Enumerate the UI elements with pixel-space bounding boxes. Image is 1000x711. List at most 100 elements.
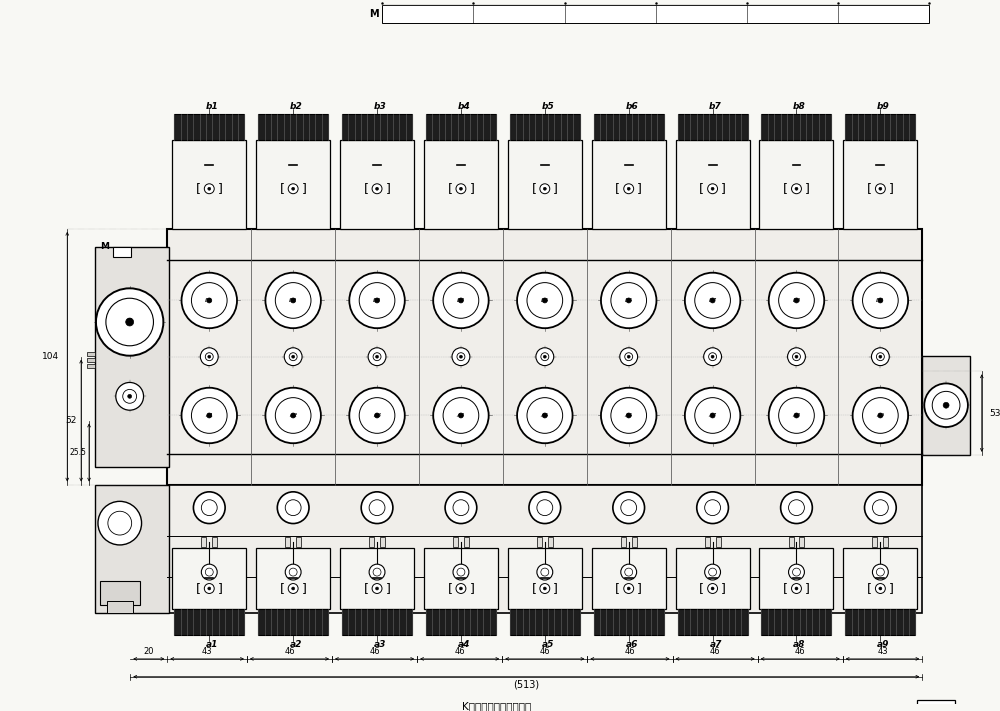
Text: ]: ] bbox=[889, 582, 894, 595]
Text: A4: A4 bbox=[457, 413, 465, 418]
Circle shape bbox=[789, 500, 804, 515]
Circle shape bbox=[361, 492, 393, 523]
Text: [: [ bbox=[615, 582, 620, 595]
Bar bbox=[382, 5, 929, 23]
Bar bbox=[845, 609, 915, 635]
Circle shape bbox=[613, 492, 645, 523]
Circle shape bbox=[208, 356, 211, 358]
Circle shape bbox=[709, 353, 717, 360]
Circle shape bbox=[265, 273, 321, 328]
Circle shape bbox=[182, 387, 237, 443]
Circle shape bbox=[349, 273, 405, 328]
Circle shape bbox=[695, 282, 730, 319]
Circle shape bbox=[875, 584, 885, 594]
Circle shape bbox=[459, 356, 462, 358]
Circle shape bbox=[794, 298, 799, 303]
Circle shape bbox=[126, 318, 134, 326]
Text: B6: B6 bbox=[625, 298, 633, 303]
Bar bbox=[256, 548, 330, 609]
Circle shape bbox=[543, 356, 546, 358]
Circle shape bbox=[853, 387, 908, 443]
Bar bbox=[845, 114, 915, 139]
Circle shape bbox=[368, 348, 386, 365]
Circle shape bbox=[517, 387, 573, 443]
Circle shape bbox=[201, 500, 217, 515]
Bar bbox=[95, 484, 169, 614]
Circle shape bbox=[527, 397, 563, 433]
Text: B1: B1 bbox=[205, 298, 213, 303]
Bar bbox=[716, 537, 721, 547]
Circle shape bbox=[795, 356, 798, 358]
Bar bbox=[883, 537, 888, 547]
Text: 46: 46 bbox=[369, 648, 380, 656]
Bar bbox=[548, 537, 553, 547]
Bar bbox=[621, 537, 626, 547]
Circle shape bbox=[536, 348, 554, 365]
Circle shape bbox=[369, 500, 385, 515]
Circle shape bbox=[537, 500, 553, 515]
Bar bbox=[843, 548, 917, 609]
Text: B4: B4 bbox=[457, 298, 465, 303]
Circle shape bbox=[863, 282, 898, 319]
Text: 46: 46 bbox=[540, 648, 550, 656]
Text: b4: b4 bbox=[458, 102, 470, 110]
Bar bbox=[632, 537, 637, 547]
Text: 46: 46 bbox=[625, 648, 635, 656]
Circle shape bbox=[207, 413, 212, 418]
Circle shape bbox=[620, 348, 638, 365]
Circle shape bbox=[369, 564, 385, 580]
Text: ]: ] bbox=[637, 582, 642, 595]
Text: ]: ] bbox=[637, 182, 642, 196]
Text: A9: A9 bbox=[876, 413, 884, 418]
Circle shape bbox=[540, 584, 550, 594]
Bar bbox=[340, 139, 414, 229]
Text: A5: A5 bbox=[541, 413, 549, 418]
Text: ]: ] bbox=[805, 582, 810, 595]
Circle shape bbox=[433, 387, 489, 443]
Circle shape bbox=[375, 298, 380, 303]
Circle shape bbox=[116, 383, 144, 410]
Circle shape bbox=[375, 413, 380, 418]
Circle shape bbox=[205, 568, 213, 576]
Text: b1: b1 bbox=[206, 102, 219, 110]
Circle shape bbox=[708, 184, 718, 193]
Circle shape bbox=[288, 184, 298, 193]
Text: ]: ] bbox=[469, 182, 474, 196]
Circle shape bbox=[359, 282, 395, 319]
Text: [: [ bbox=[867, 582, 872, 595]
Circle shape bbox=[542, 298, 547, 303]
Circle shape bbox=[872, 564, 888, 580]
Circle shape bbox=[627, 587, 630, 590]
Bar bbox=[508, 548, 582, 609]
Bar bbox=[843, 139, 917, 229]
Text: b8: b8 bbox=[793, 102, 806, 110]
Circle shape bbox=[204, 584, 214, 594]
Circle shape bbox=[457, 568, 465, 576]
Circle shape bbox=[932, 391, 960, 419]
Text: 104: 104 bbox=[42, 352, 59, 361]
Text: 20: 20 bbox=[144, 648, 154, 656]
Circle shape bbox=[275, 282, 311, 319]
Circle shape bbox=[709, 568, 717, 576]
Circle shape bbox=[793, 353, 800, 360]
Text: 43: 43 bbox=[202, 648, 212, 656]
Bar bbox=[508, 139, 582, 229]
Bar bbox=[592, 139, 666, 229]
Text: A1: A1 bbox=[205, 413, 213, 418]
Text: [: [ bbox=[196, 582, 201, 595]
Text: [: [ bbox=[531, 582, 536, 595]
Circle shape bbox=[625, 568, 633, 576]
Circle shape bbox=[541, 568, 549, 576]
Circle shape bbox=[443, 282, 479, 319]
Circle shape bbox=[285, 500, 301, 515]
Bar bbox=[510, 609, 580, 635]
Circle shape bbox=[540, 184, 550, 193]
Circle shape bbox=[373, 353, 381, 360]
Circle shape bbox=[710, 298, 715, 303]
Text: B9: B9 bbox=[876, 298, 884, 303]
Circle shape bbox=[193, 492, 225, 523]
Text: 52: 52 bbox=[65, 416, 76, 425]
Text: a3: a3 bbox=[374, 639, 386, 648]
Bar bbox=[453, 537, 458, 547]
Circle shape bbox=[292, 187, 295, 191]
